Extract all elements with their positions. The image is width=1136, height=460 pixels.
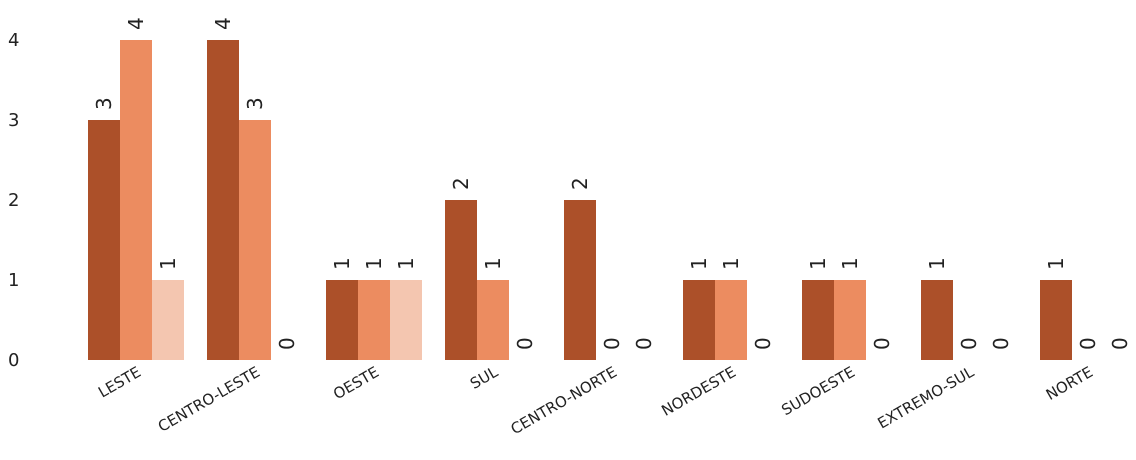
data-label: 1 [925, 257, 949, 270]
data-label: 0 [600, 337, 624, 350]
x-category-label: NORDESTE [658, 363, 739, 420]
data-label: 0 [989, 337, 1013, 350]
data-label: 1 [1044, 257, 1068, 270]
x-category-label: SUL [467, 363, 502, 393]
x-category-label: NORTE [1043, 363, 1096, 404]
data-label: 1 [394, 257, 418, 270]
data-label: 0 [957, 337, 981, 350]
data-label: 0 [513, 337, 537, 350]
x-category-label: SUDOESTE [778, 363, 858, 419]
data-label: 0 [1108, 337, 1132, 350]
bar [88, 120, 120, 360]
y-tick-label: 1 [8, 270, 19, 291]
data-label: 3 [243, 97, 267, 110]
data-label: 3 [92, 97, 116, 110]
data-label: 1 [838, 257, 862, 270]
data-label: 4 [211, 17, 235, 30]
data-label: 4 [124, 17, 148, 30]
y-tick-label: 0 [8, 350, 19, 371]
bar [120, 40, 152, 360]
bar [390, 280, 422, 360]
data-label: 0 [275, 337, 299, 350]
bar-groups [88, 40, 1072, 360]
data-label: 1 [806, 257, 830, 270]
x-category-label: CENTRO-NORTE [508, 363, 620, 438]
data-label: 1 [330, 257, 354, 270]
data-label: 2 [449, 177, 473, 190]
bar [477, 280, 509, 360]
data-label: 0 [751, 337, 775, 350]
bar [564, 200, 596, 360]
x-category-label: OESTE [330, 363, 382, 403]
bar [358, 280, 390, 360]
y-tick-label: 2 [8, 190, 19, 211]
bar [152, 280, 184, 360]
bar [715, 280, 747, 360]
bar [207, 40, 239, 360]
data-label: 1 [362, 257, 386, 270]
data-label: 0 [632, 337, 656, 350]
x-category-label: CENTRO-LESTE [155, 363, 263, 436]
bar [445, 200, 477, 360]
y-axis: 0 1 2 3 4 [8, 30, 19, 371]
data-label: 1 [156, 257, 180, 270]
bar [1040, 280, 1072, 360]
data-label: 1 [481, 257, 505, 270]
data-label: 1 [719, 257, 743, 270]
y-tick-label: 4 [8, 30, 19, 51]
bar [239, 120, 271, 360]
data-label: 0 [870, 337, 894, 350]
x-category-label: EXTREMO-SUL [874, 363, 977, 433]
bar [834, 280, 866, 360]
bar [683, 280, 715, 360]
x-category-label: LESTE [95, 363, 144, 402]
y-tick-label: 3 [8, 110, 19, 131]
data-label: 1 [687, 257, 711, 270]
bar [326, 280, 358, 360]
x-axis: LESTE CENTRO-LESTE OESTE SUL CENTRO-NORTE NOR… [95, 363, 1096, 439]
data-label: 0 [1076, 337, 1100, 350]
bar [921, 280, 953, 360]
data-label: 2 [568, 177, 592, 190]
bar [802, 280, 834, 360]
